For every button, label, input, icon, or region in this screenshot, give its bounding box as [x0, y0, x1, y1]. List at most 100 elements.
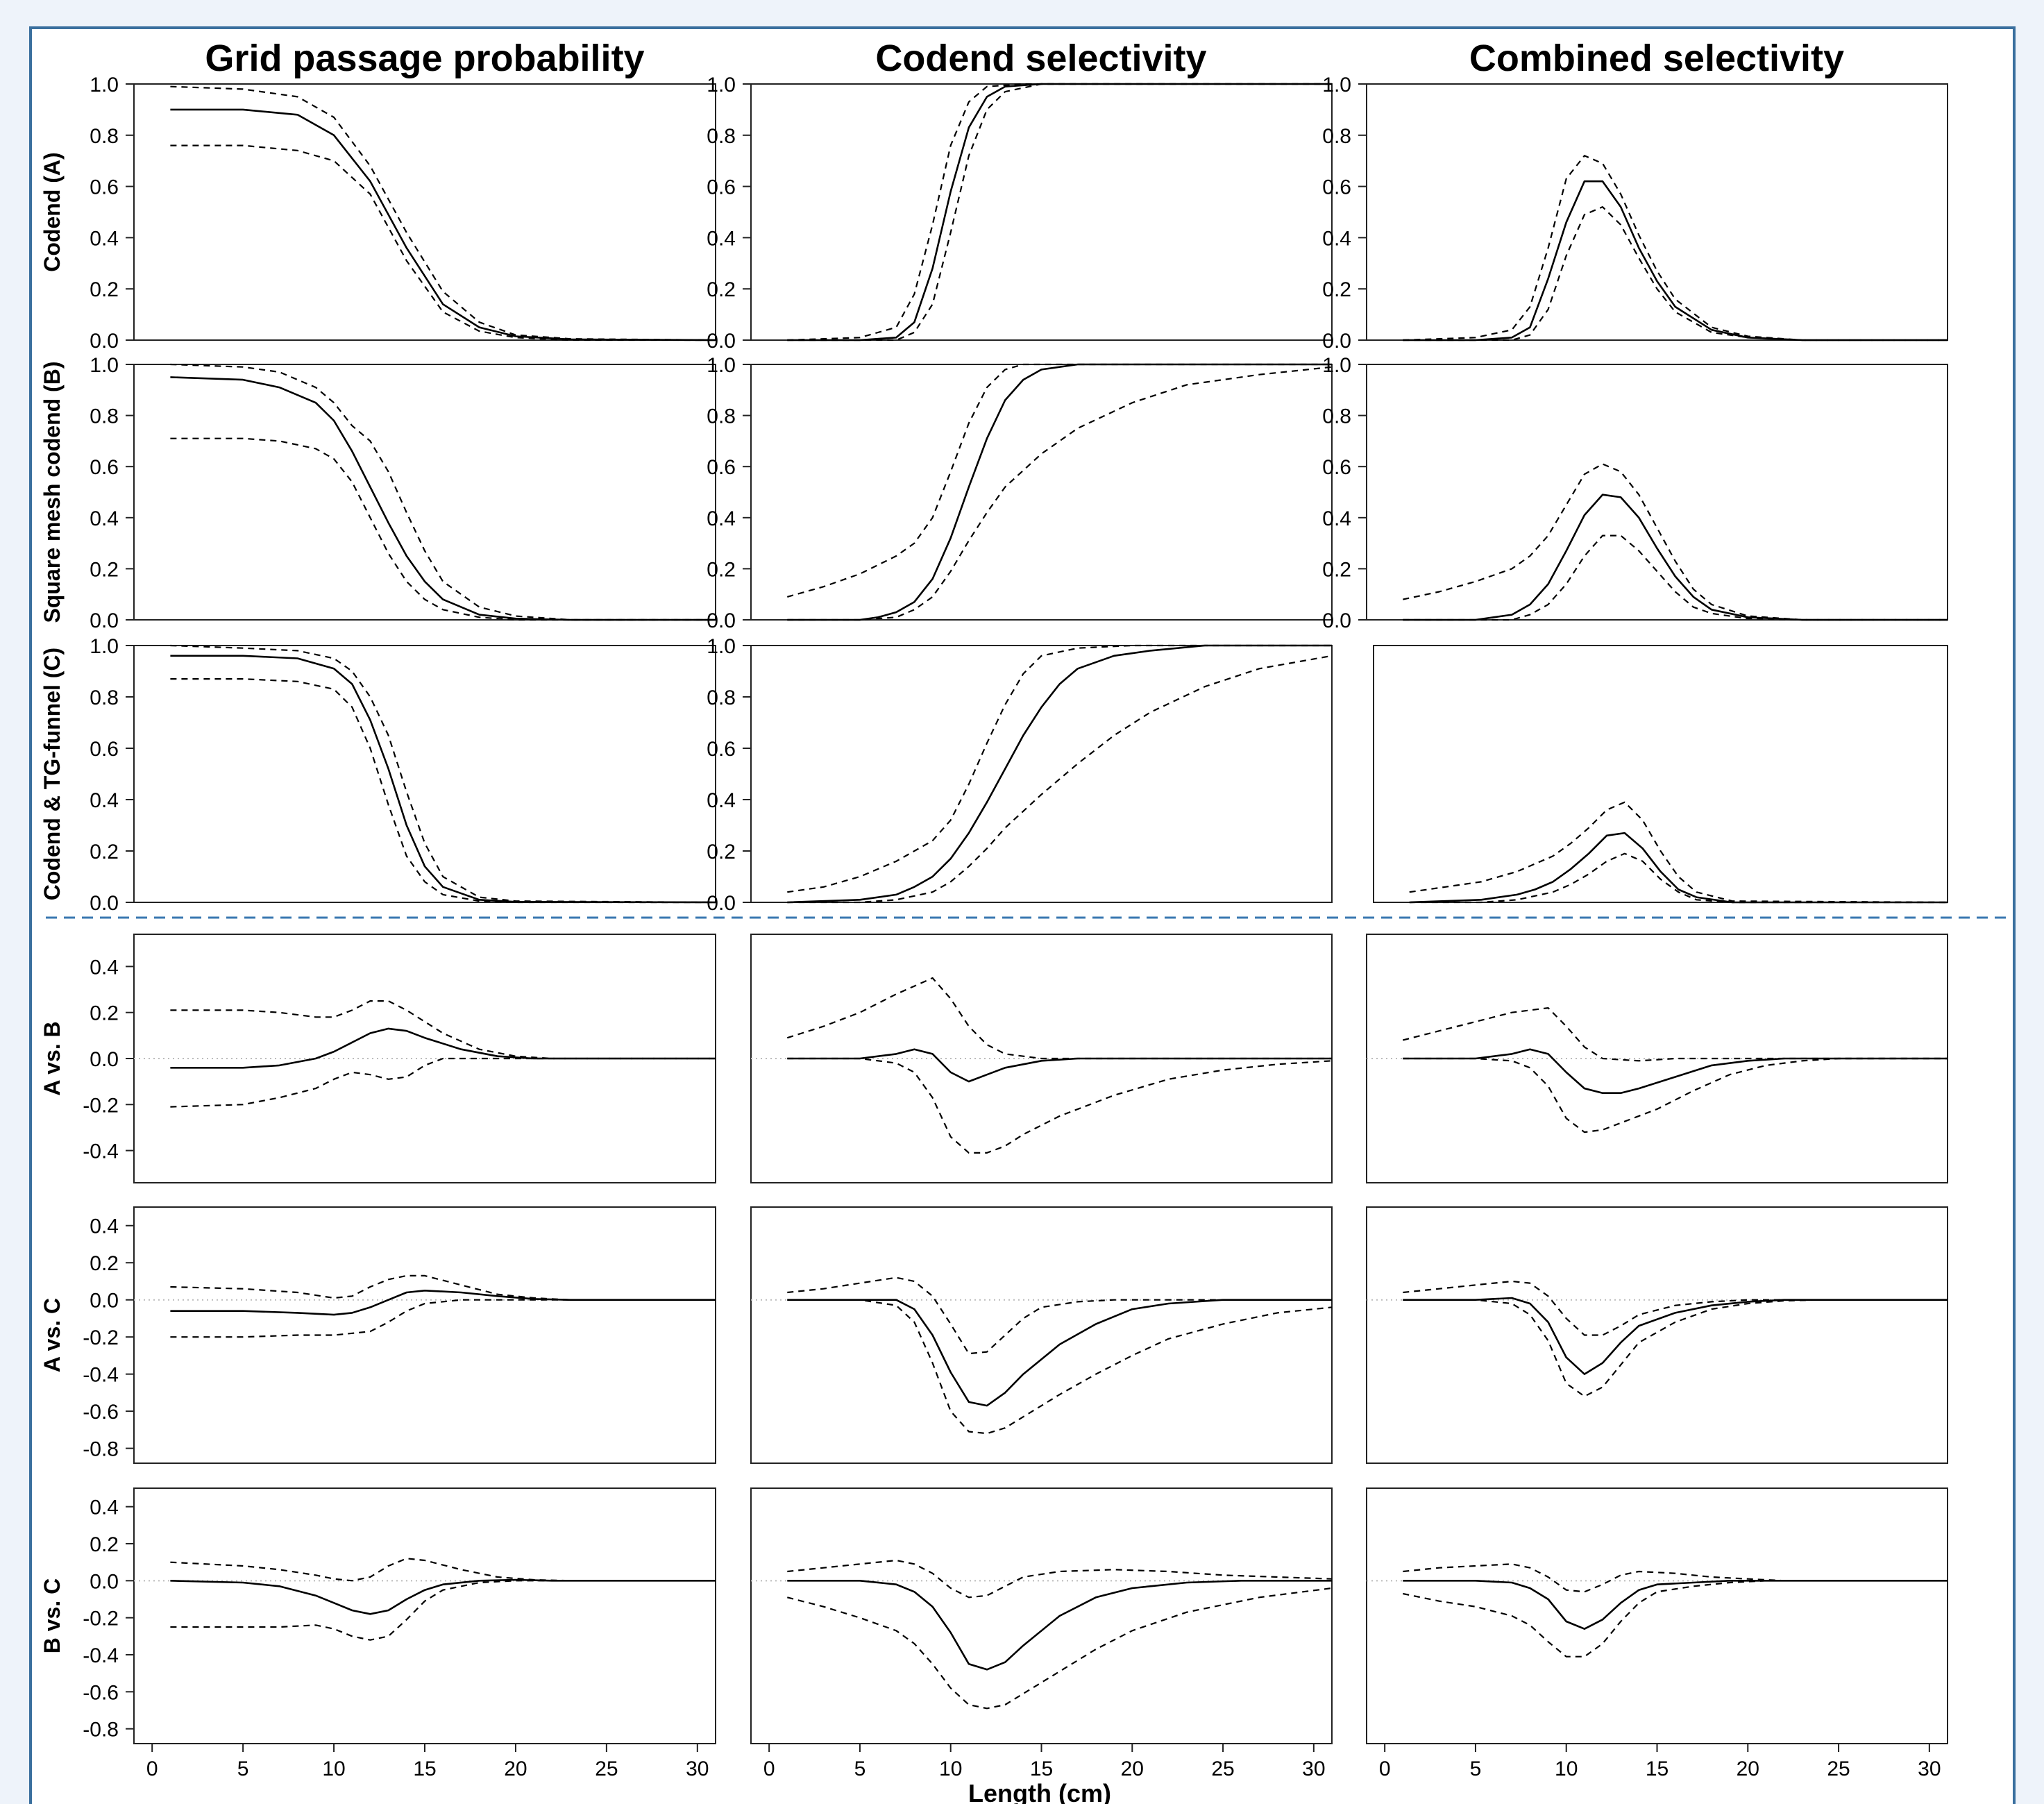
panel-codend-a-codend-selectivity-frame [751, 84, 1332, 340]
panel-square-mesh-codend-b-grid-passage-probability-y-tick-label: 0.2 [90, 558, 119, 581]
panel-b-vs-c-codend-selectivity-x-tick-label: 30 [1302, 1757, 1325, 1780]
column-title-grid: Grid passage probability [205, 37, 644, 79]
panel-codend-a-combined-selectivity-y-tick-label: 0.8 [1322, 125, 1351, 148]
panel-codend-tg-funnel-c-grid-passage-probability-frame [134, 646, 716, 902]
panel-b-vs-c-grid-passage-probability-x-tick-label: 5 [237, 1757, 249, 1780]
panel-square-mesh-codend-b-grid-passage-probability: 0.0 0.2 0.4 0.6 0.8 1.0 Square mesh codend (B) [40, 354, 716, 632]
panel-a-vs-b-grid-passage-probability-y-tick-label: -0.2 [83, 1094, 119, 1117]
panel-b-vs-c-combined-selectivity-x-tick-label: 10 [1555, 1757, 1578, 1780]
panel-codend-tg-funnel-c-codend-selectivity-frame [751, 646, 1332, 902]
panel-codend-tg-funnel-c-codend-selectivity-y-tick-label: 1.0 [707, 635, 736, 658]
row-label-codend-tg-funnel-c: Codend & TG-funnel (C) [40, 648, 65, 900]
panel-b-vs-c-grid-passage-probability: -0.8 -0.6 -0.4 -0.2 0.0 0.2 0.4 B vs. C 0 5 10 15 20… [40, 1488, 716, 1780]
row-label-square-mesh-codend-b: Square mesh codend (B) [40, 362, 65, 623]
panel-codend-tg-funnel-c-grid-passage-probability-y-tick-label: 0.2 [90, 841, 119, 863]
panel-square-mesh-codend-b-codend-selectivity-y-tick-label: 0.0 [707, 609, 736, 632]
panel-square-mesh-codend-b-codend-selectivity: 0.00.20.40.60.81.0 [707, 354, 1332, 632]
panel-square-mesh-codend-b-grid-passage-probability-y-tick-label: 0.6 [90, 456, 119, 479]
panel-a-vs-c-codend-selectivity-frame [751, 1207, 1332, 1463]
panel-a-vs-c-grid-passage-probability-y-tick-label: -0.8 [83, 1438, 119, 1461]
panel-a-vs-c-grid-passage-probability-y-tick-label: 0.0 [90, 1290, 119, 1313]
panel-codend-tg-funnel-c-grid-passage-probability-y-tick-label: 0.8 [90, 686, 119, 709]
panel-codend-a-combined-selectivity: 0.00.20.40.60.81.0 [1322, 74, 1948, 353]
panel-b-vs-c-codend-selectivity-x-tick-label: 0 [763, 1757, 775, 1780]
panel-b-vs-c-grid-passage-probability-y-tick-label: -0.4 [83, 1644, 119, 1667]
x-axis-label: Length (cm) [968, 1779, 1111, 1804]
panel-b-vs-c-codend-selectivity-x-tick-label: 20 [1121, 1757, 1144, 1780]
panel-b-vs-c-combined-selectivity-x-tick-label: 20 [1737, 1757, 1759, 1780]
panel-square-mesh-codend-b-combined-selectivity-y-tick-label: 0.2 [1322, 558, 1351, 581]
panel-square-mesh-codend-b-combined-selectivity-y-tick-label: 0.6 [1322, 456, 1351, 479]
panel-codend-a-codend-selectivity-y-tick-label: 0.6 [707, 176, 736, 199]
panel-codend-tg-funnel-c-grid-passage-probability-y-tick-label: 0.4 [90, 789, 119, 812]
panel-b-vs-c-grid-passage-probability-y-tick-label: -0.2 [83, 1608, 119, 1630]
panel-a-vs-b-grid-passage-probability-y-tick-label: -0.4 [83, 1140, 119, 1163]
panel-a-vs-c-combined-selectivity-frame [1367, 1207, 1948, 1463]
panel-a-vs-b-combined-selectivity [1367, 934, 1948, 1183]
panel-codend-a-combined-selectivity-y-tick-label: 0.6 [1322, 176, 1351, 199]
panel-b-vs-c-grid-passage-probability-x-tick-label: 0 [146, 1757, 158, 1780]
panel-b-vs-c-combined-selectivity-x-tick-label: 25 [1827, 1757, 1850, 1780]
panel-b-vs-c-combined-selectivity-x-tick-label: 0 [1379, 1757, 1391, 1780]
panel-b-vs-c-grid-passage-probability-y-tick-label: -0.6 [83, 1681, 119, 1704]
panel-b-vs-c-grid-passage-probability-x-tick-label: 20 [504, 1757, 527, 1780]
panel-a-vs-b-grid-passage-probability-y-tick-label: 0.2 [90, 1002, 119, 1025]
row-label-a-vs-c: A vs. C [40, 1298, 65, 1372]
panel-square-mesh-codend-b-grid-passage-probability-y-tick-label: 1.0 [90, 354, 119, 377]
panel-b-vs-c-grid-passage-probability-frame [134, 1488, 716, 1744]
panel-codend-a-grid-passage-probability-y-tick-label: 0.6 [90, 176, 119, 199]
panel-codend-a-grid-passage-probability-y-tick-label: 0.2 [90, 278, 119, 301]
panel-a-vs-b-grid-passage-probability-y-tick-label: 0.4 [90, 956, 119, 979]
panel-codend-tg-funnel-c-codend-selectivity-y-tick-label: 0.0 [707, 892, 736, 915]
panel-a-vs-c-grid-passage-probability-y-tick-label: 0.4 [90, 1215, 119, 1238]
panel-b-vs-c-combined-selectivity-x-tick-label: 30 [1918, 1757, 1941, 1780]
panel-b-vs-c-combined-selectivity-frame [1367, 1488, 1948, 1744]
panel-codend-tg-funnel-c-grid-passage-probability-y-tick-label: 0.0 [90, 892, 119, 915]
panel-a-vs-c-codend-selectivity [751, 1207, 1332, 1463]
panel-codend-tg-funnel-c-codend-selectivity: 0.00.20.40.60.81.0 [707, 635, 1332, 915]
panel-b-vs-c-combined-selectivity-x-tick-label: 15 [1646, 1757, 1669, 1780]
panel-square-mesh-codend-b-combined-selectivity-y-tick-label: 0.0 [1322, 609, 1351, 632]
panel-square-mesh-codend-b-codend-selectivity-y-tick-label: 0.4 [707, 507, 736, 530]
panel-codend-a-combined-selectivity-frame [1367, 84, 1948, 340]
panel-codend-tg-funnel-c-combined-selectivity-frame [1374, 646, 1948, 902]
panel-b-vs-c-grid-passage-probability-x-tick-label: 15 [413, 1757, 436, 1780]
row-label-b-vs-c: B vs. C [40, 1578, 65, 1653]
panel-square-mesh-codend-b-grid-passage-probability-y-tick-label: 0.0 [90, 609, 119, 632]
panel-a-vs-c-grid-passage-probability-frame [134, 1207, 716, 1463]
panel-square-mesh-codend-b-codend-selectivity-frame [751, 364, 1332, 620]
panel-square-mesh-codend-b-codend-selectivity-y-tick-label: 0.8 [707, 405, 736, 428]
panel-codend-a-codend-selectivity-y-tick-label: 0.8 [707, 125, 736, 148]
panel-a-vs-b-grid-passage-probability: -0.4 -0.2 0.0 0.2 0.4 A vs. B [40, 934, 716, 1183]
panel-b-vs-c-combined-selectivity-x-tick-label: 5 [1470, 1757, 1482, 1780]
panel-a-vs-c-combined-selectivity [1367, 1207, 1948, 1463]
panel-square-mesh-codend-b-grid-passage-probability-y-tick-label: 0.4 [90, 507, 119, 530]
panel-b-vs-c-grid-passage-probability-x-tick-label: 10 [322, 1757, 345, 1780]
panel-a-vs-c-grid-passage-probability-y-tick-label: -0.2 [83, 1326, 119, 1349]
panel-square-mesh-codend-b-codend-selectivity-y-tick-label: 0.2 [707, 558, 736, 581]
panel-square-mesh-codend-b-combined-selectivity-y-tick-label: 1.0 [1322, 354, 1351, 377]
panel-codend-tg-funnel-c-grid-passage-probability-y-tick-label: 1.0 [90, 635, 119, 658]
panel-a-vs-c-grid-passage-probability-y-tick-label: -0.4 [83, 1364, 119, 1387]
panel-square-mesh-codend-b-combined-selectivity: 0.00.20.40.60.81.0 [1322, 354, 1948, 632]
panel-b-vs-c-grid-passage-probability-x-tick-label: 25 [595, 1757, 618, 1780]
panel-b-vs-c-grid-passage-probability-y-tick-label: 0.4 [90, 1497, 119, 1519]
panel-codend-tg-funnel-c-combined-selectivity [1374, 646, 1948, 902]
panel-codend-a-grid-passage-probability: 0.00.20.40.60.81.0Codend (A) [40, 74, 716, 353]
panel-codend-tg-funnel-c-codend-selectivity-y-tick-label: 0.6 [707, 738, 736, 761]
panel-b-vs-c-codend-selectivity-x-tick-label: 5 [854, 1757, 866, 1780]
panel-b-vs-c-codend-selectivity-frame [751, 1488, 1332, 1744]
panel-codend-a-codend-selectivity-y-tick-label: 0.4 [707, 227, 736, 250]
panel-codend-tg-funnel-c-grid-passage-probability-y-tick-label: 0.6 [90, 738, 119, 761]
panel-a-vs-c-grid-passage-probability: -0.8-0.6-0.4-0.20.00.20.4A vs. C [40, 1207, 716, 1463]
panel-square-mesh-codend-b-combined-selectivity-y-tick-label: 0.4 [1322, 507, 1351, 530]
panel-codend-tg-funnel-c-codend-selectivity-y-tick-label: 0.8 [707, 686, 736, 709]
row-label-a-vs-b: A vs. B [40, 1021, 65, 1095]
panel-codend-a-combined-selectivity-y-tick-label: 0.4 [1322, 227, 1351, 250]
panel-b-vs-c-codend-selectivity-x-tick-label: 25 [1211, 1757, 1234, 1780]
column-title-codend: Codend selectivity [875, 37, 1206, 79]
panel-square-mesh-codend-b-codend-selectivity-y-tick-label: 1.0 [707, 354, 736, 377]
panel-codend-tg-funnel-c-codend-selectivity-y-tick-label: 0.2 [707, 841, 736, 863]
panel-b-vs-c-codend-selectivity-x-tick-label: 15 [1030, 1757, 1053, 1780]
